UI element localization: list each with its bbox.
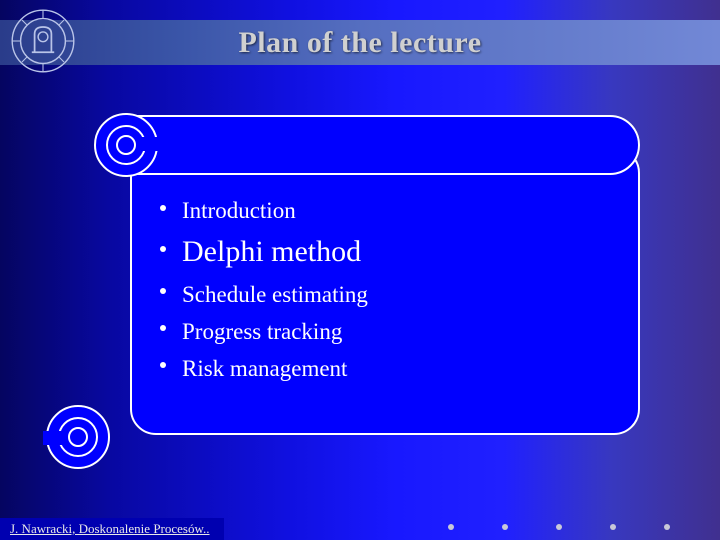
scroll-top-roll	[100, 115, 640, 175]
dot-icon	[448, 524, 454, 530]
bullet-icon	[160, 246, 166, 252]
list-item-text: Introduction	[182, 195, 296, 226]
scroll-curl-top-icon	[94, 113, 158, 177]
dot-icon	[502, 524, 508, 530]
bullet-icon	[160, 325, 166, 331]
scroll-curl-bottom-icon	[46, 405, 110, 469]
list-item-text: Schedule estimating	[182, 279, 368, 310]
university-seal-icon	[8, 6, 78, 76]
dot-icon	[556, 524, 562, 530]
list-item: Schedule estimating	[160, 279, 620, 310]
footer-author: J. Nawracki, Doskonalenie Procesów..	[0, 518, 224, 540]
dot-icon	[664, 524, 670, 530]
slide: Plan of the lecture	[0, 0, 720, 540]
bullet-icon	[160, 205, 166, 211]
dot-icon	[610, 524, 616, 530]
list-item: Risk management	[160, 353, 620, 384]
bullet-icon	[160, 362, 166, 368]
list-item-text: Delphi method	[182, 232, 361, 273]
header-band: Plan of the lecture	[0, 20, 720, 65]
slide-title: Plan of the lecture	[238, 26, 481, 60]
list-item: Introduction	[160, 195, 620, 226]
bullet-list: Introduction Delphi method Schedule estima…	[160, 195, 620, 390]
list-item-text: Progress tracking	[182, 316, 342, 347]
scroll-panel: Introduction Delphi method Schedule estima…	[100, 115, 650, 465]
decorative-dots	[448, 524, 670, 530]
bullet-icon	[160, 288, 166, 294]
list-item: Delphi method	[160, 232, 620, 273]
list-item: Progress tracking	[160, 316, 620, 347]
list-item-text: Risk management	[182, 353, 347, 384]
